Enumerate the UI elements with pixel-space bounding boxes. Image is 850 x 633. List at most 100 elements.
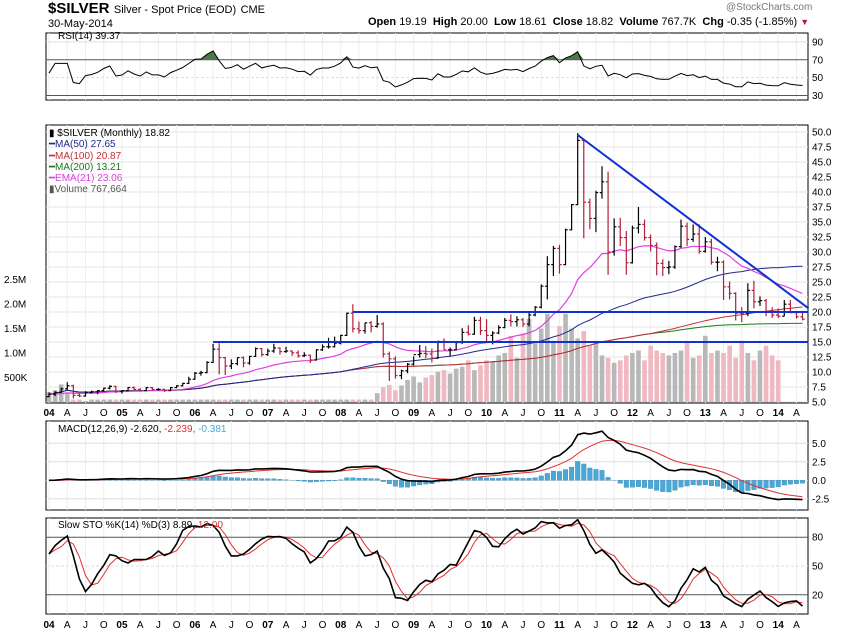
- x-axis-label: J: [448, 408, 453, 419]
- macd-histogram-bar: [629, 480, 635, 488]
- volume-bar: [198, 399, 204, 402]
- ohlc-bar: [666, 261, 672, 275]
- volume-bar: [380, 387, 386, 402]
- volume-bar: [672, 353, 678, 402]
- x-axis-label-bottom: J: [666, 620, 671, 631]
- ohlc-bar: [314, 349, 319, 361]
- volume-bar: [210, 399, 216, 402]
- ohlc-bar: [514, 316, 520, 327]
- legend-ma100: ━MA(100) 20.87: [49, 150, 122, 162]
- macd-signal-line: [49, 439, 803, 498]
- ohlc-bar: [186, 376, 191, 384]
- macd-histogram-bar: [563, 469, 569, 481]
- macd-tick-label: 5.0: [812, 439, 826, 450]
- ohlc-bar: [387, 351, 392, 381]
- volume-bar: [229, 399, 234, 402]
- panel-frame-macd: [45, 420, 809, 511]
- macd-tick-label: 0.0: [812, 476, 826, 487]
- volume-bar: [95, 399, 100, 402]
- x-axis-label: O: [173, 408, 181, 419]
- ohlc-bar: [180, 382, 185, 387]
- volume-bar: [484, 360, 489, 402]
- macd-histogram-bar: [648, 480, 654, 489]
- macd-histogram-bar: [617, 480, 623, 484]
- x-axis-label: 08: [335, 408, 347, 419]
- ohlc-bar: [539, 284, 544, 309]
- macd-histogram-bar: [313, 480, 319, 482]
- macd-histogram-bar: [684, 480, 690, 487]
- low-label: Low: [494, 16, 517, 28]
- x-axis-label: A: [64, 408, 71, 419]
- ohlc-bar: [654, 242, 659, 276]
- volume-bar: [636, 350, 641, 402]
- trendline: [577, 134, 810, 310]
- macd-histogram-bar: [690, 480, 696, 485]
- volume-bar: [423, 377, 429, 402]
- x-axis-label: A: [793, 408, 800, 419]
- volume-bar: [192, 399, 198, 402]
- volume-tick-label: 2.5M: [4, 275, 26, 286]
- volume-bar: [526, 318, 532, 402]
- volume-bar: [204, 399, 210, 402]
- x-axis-label: A: [210, 408, 217, 419]
- volume-bar: [362, 399, 368, 402]
- volume-bar: [599, 355, 605, 402]
- high-value: 20.00: [460, 16, 488, 28]
- x-axis-label: 09: [408, 408, 420, 419]
- ohlc-bar: [423, 346, 428, 359]
- volume-bar: [502, 353, 508, 402]
- ohlc-bar: [65, 382, 70, 390]
- x-axis-label-bottom: 05: [116, 620, 128, 631]
- volume-bar: [320, 399, 325, 402]
- ohlc-bar: [648, 234, 653, 252]
- volume-bar: [569, 328, 574, 402]
- macd-histogram-bar: [708, 480, 714, 486]
- macd-histogram-bar: [368, 478, 374, 481]
- volume-bar: [472, 370, 477, 402]
- macd-histogram-bar: [186, 479, 192, 481]
- volume-bar: [314, 399, 319, 402]
- x-axis-label-bottom: A: [647, 620, 654, 631]
- ohlc-bar: [508, 314, 514, 327]
- volume-bar: [253, 399, 258, 402]
- x-axis-label-bottom: A: [137, 620, 144, 631]
- volume-bar: [775, 360, 781, 402]
- price-tick-label: 42.5: [812, 173, 832, 184]
- macd-histogram-bar: [538, 475, 544, 481]
- volume-bar: [174, 399, 179, 402]
- macd-histogram-bar: [520, 478, 526, 481]
- volume-bar: [137, 399, 143, 402]
- x-axis-label-bottom: A: [574, 620, 581, 631]
- macd-histogram-bar: [763, 480, 769, 489]
- volume-bar: [520, 333, 526, 402]
- ohlc-bar: [690, 224, 696, 242]
- x-axis-label: O: [392, 408, 400, 419]
- ohlc-bar: [125, 387, 131, 392]
- volume-bar: [587, 345, 593, 402]
- x-axis-label-bottom: J: [448, 620, 453, 631]
- ohlc-bar: [223, 357, 228, 375]
- exchange: CME: [240, 4, 266, 16]
- ohlc-bar: [569, 204, 574, 231]
- macd-histogram-bar: [660, 480, 666, 492]
- x-axis-label: O: [464, 408, 472, 419]
- x-axis-label: O: [319, 408, 327, 419]
- watermark[interactable]: @StockCharts.com: [726, 2, 813, 13]
- ohlc-bar: [247, 355, 252, 365]
- ohlc-bar: [715, 256, 720, 272]
- ohlc-bar: [77, 393, 82, 398]
- x-axis-label-bottom: J: [521, 620, 526, 631]
- legend-silver: ▮ $SILVER (Monthly) 18.82: [49, 128, 170, 139]
- x-axis-label: 10: [481, 408, 493, 419]
- macd-histogram-bar: [380, 480, 386, 482]
- x-axis-label-bottom: A: [429, 620, 436, 631]
- ohlc-bar: [137, 388, 143, 392]
- macd-histogram-bar: [301, 480, 307, 482]
- price-tick-label: 12.5: [812, 353, 832, 364]
- x-axis-label: J: [739, 408, 744, 419]
- ohlc-bar: [150, 387, 155, 391]
- panel-frame-rsi: [45, 32, 809, 101]
- ohlc-bar: [308, 354, 313, 363]
- macd-histogram-bar: [599, 470, 605, 481]
- ohlc-bar: [83, 391, 88, 397]
